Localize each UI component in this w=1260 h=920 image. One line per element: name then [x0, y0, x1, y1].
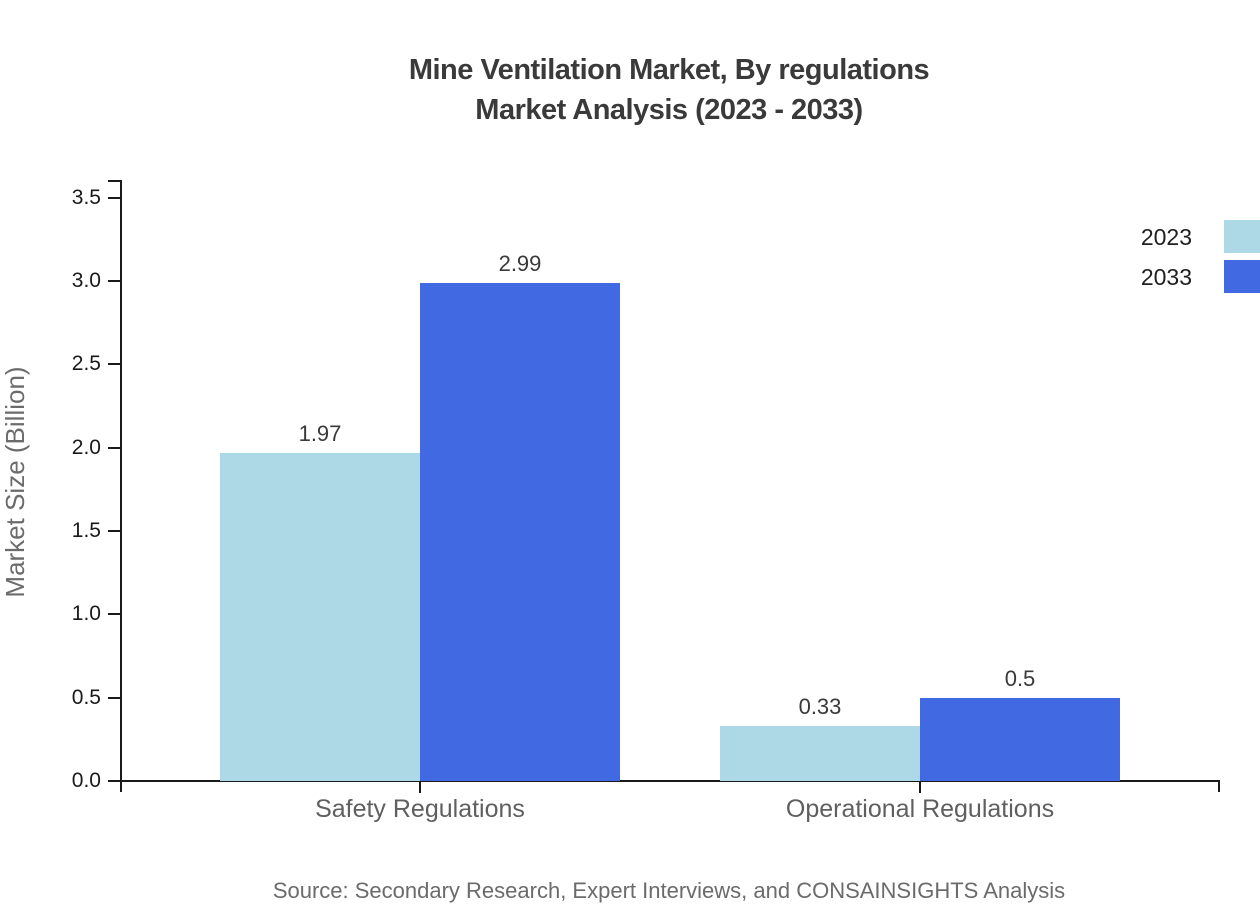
x-axis-line [120, 780, 1220, 782]
y-tick-label: 0.0 [71, 769, 101, 792]
value-label-2033-operational-regulations: 0.5 [1004, 665, 1036, 691]
source-note: Source: Secondary Research, Expert Inter… [272, 878, 1066, 903]
bar-2023-safety-regulations [220, 452, 420, 781]
chart-title-line2: Market Analysis (2023 - 2033) [475, 94, 863, 126]
legend-label-2033: 2033 [1140, 264, 1192, 290]
x-axis-right-cap [1218, 780, 1220, 792]
legend-swatch-2033 [1224, 260, 1260, 293]
y-tick [108, 530, 121, 532]
y-axis-title: Market Size (Billion) [0, 366, 30, 598]
category-label-operational-regulations: Operational Regulations [785, 795, 1055, 823]
y-tick-label: 1.5 [71, 519, 101, 542]
legend-swatch-2023 [1224, 220, 1260, 253]
legend-row-2023: 2023 [0, 220, 1260, 260]
y-tick [108, 613, 121, 616]
legend: 2023 2033 [0, 220, 1260, 300]
y-tick-label: 2.0 [71, 435, 101, 459]
legend-label-2023: 2023 [1140, 224, 1192, 250]
y-tick [108, 196, 121, 199]
y-tick-label: 3.0 [71, 269, 101, 292]
y-tick [108, 696, 121, 699]
y-tick-label: 2.5 [71, 352, 101, 376]
value-label-2023-operational-regulations: 0.33 [798, 694, 842, 719]
y-tick-label: 3.5 [71, 185, 101, 209]
bar-2023-operational-regulations [720, 726, 920, 781]
bar-2033-operational-regulations [920, 697, 1120, 781]
legend-row-2033: 2033 [0, 260, 1260, 300]
value-label-2033-safety-regulations: 2.99 [498, 250, 542, 276]
x-tick [919, 781, 921, 793]
y-tick-label: 0.5 [71, 685, 101, 709]
bar-2033-safety-regulations [420, 282, 620, 781]
y-axis-spine [120, 180, 122, 792]
category-label-safety-regulations: Safety Regulations [315, 795, 525, 823]
y-tick [108, 446, 121, 449]
x-tick [419, 781, 421, 793]
y-tick-label: 1.0 [71, 602, 101, 626]
chart-title: Mine Ventilation Market, By regulations … [0, 50, 1260, 130]
value-label-2023-safety-regulations: 1.97 [298, 420, 342, 446]
y-tick [108, 363, 121, 366]
chart-title-line1: Mine Ventilation Market, By regulations [408, 54, 930, 86]
y-tick [108, 780, 121, 782]
y-tick [108, 280, 121, 282]
y-axis-top-cap [108, 180, 122, 182]
